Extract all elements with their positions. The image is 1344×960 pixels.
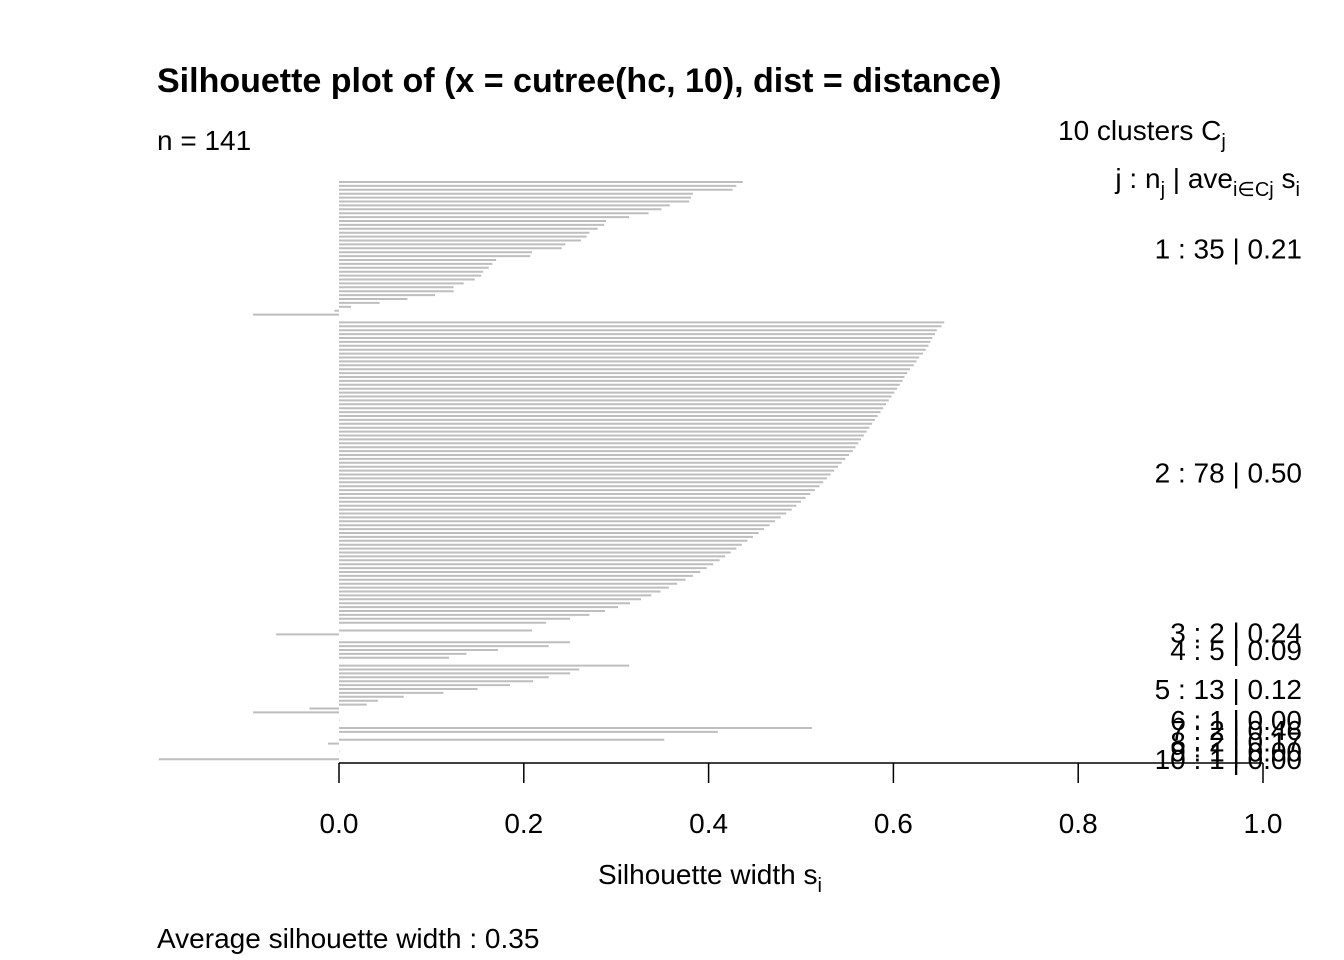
- x-axis: 0.0 0.2 0.4 0.6 0.8 1.0: [320, 762, 1283, 839]
- cluster-label-3: 3 : 2 | 0.24: [1170, 617, 1302, 648]
- x-tick-label-5: 1.0: [1244, 808, 1283, 839]
- cluster-label-10: 10 : 1 | 0.00: [1155, 744, 1302, 775]
- cluster-label-6: 6 : 1 | 0.00: [1170, 705, 1302, 736]
- average-silhouette-width: Average silhouette width : 0.35: [157, 923, 539, 954]
- cluster-labels: 1 : 35 | 0.21 2 : 78 | 0.50 3 : 2 | 0.244 …: [1155, 233, 1302, 775]
- legend-header-sub: j: [1220, 131, 1225, 153]
- x-tick-label-2: 0.4: [689, 808, 728, 839]
- cluster-label-5: 5 : 13 | 0.12: [1155, 674, 1302, 705]
- cluster-label-7: 7 : 2 | 0.46: [1170, 715, 1302, 746]
- legend-header-text: 10 clusters C: [1058, 115, 1221, 146]
- x-tick-label-0: 0.0: [320, 808, 359, 839]
- chart-title: Silhouette plot of (x = cutree(hc, 10), …: [157, 62, 1002, 100]
- cluster-label-1: 1 : 35 | 0.21: [1155, 233, 1302, 264]
- x-axis-label: Silhouette width si: [598, 859, 822, 897]
- x-tick-label-1: 0.2: [504, 808, 543, 839]
- legend-header-clusters: 10 clusters Cj: [1058, 115, 1226, 153]
- sample-count: n = 141: [157, 125, 251, 156]
- x-tick-label-4: 0.8: [1059, 808, 1098, 839]
- x-tick-label-3: 0.6: [874, 808, 913, 839]
- silhouette-bars: [158, 181, 945, 761]
- cluster-label-4: 4 : 5 | 0.09: [1170, 635, 1302, 666]
- cluster-label-9: 9 : 1 | 0.00: [1170, 736, 1302, 767]
- cluster-label-8: 8 : 2 | 0.17: [1170, 727, 1302, 758]
- legend-header-columns: j : nj | avei∈Cj si: [1114, 163, 1300, 201]
- cluster-label-2: 2 : 78 | 0.50: [1155, 458, 1302, 489]
